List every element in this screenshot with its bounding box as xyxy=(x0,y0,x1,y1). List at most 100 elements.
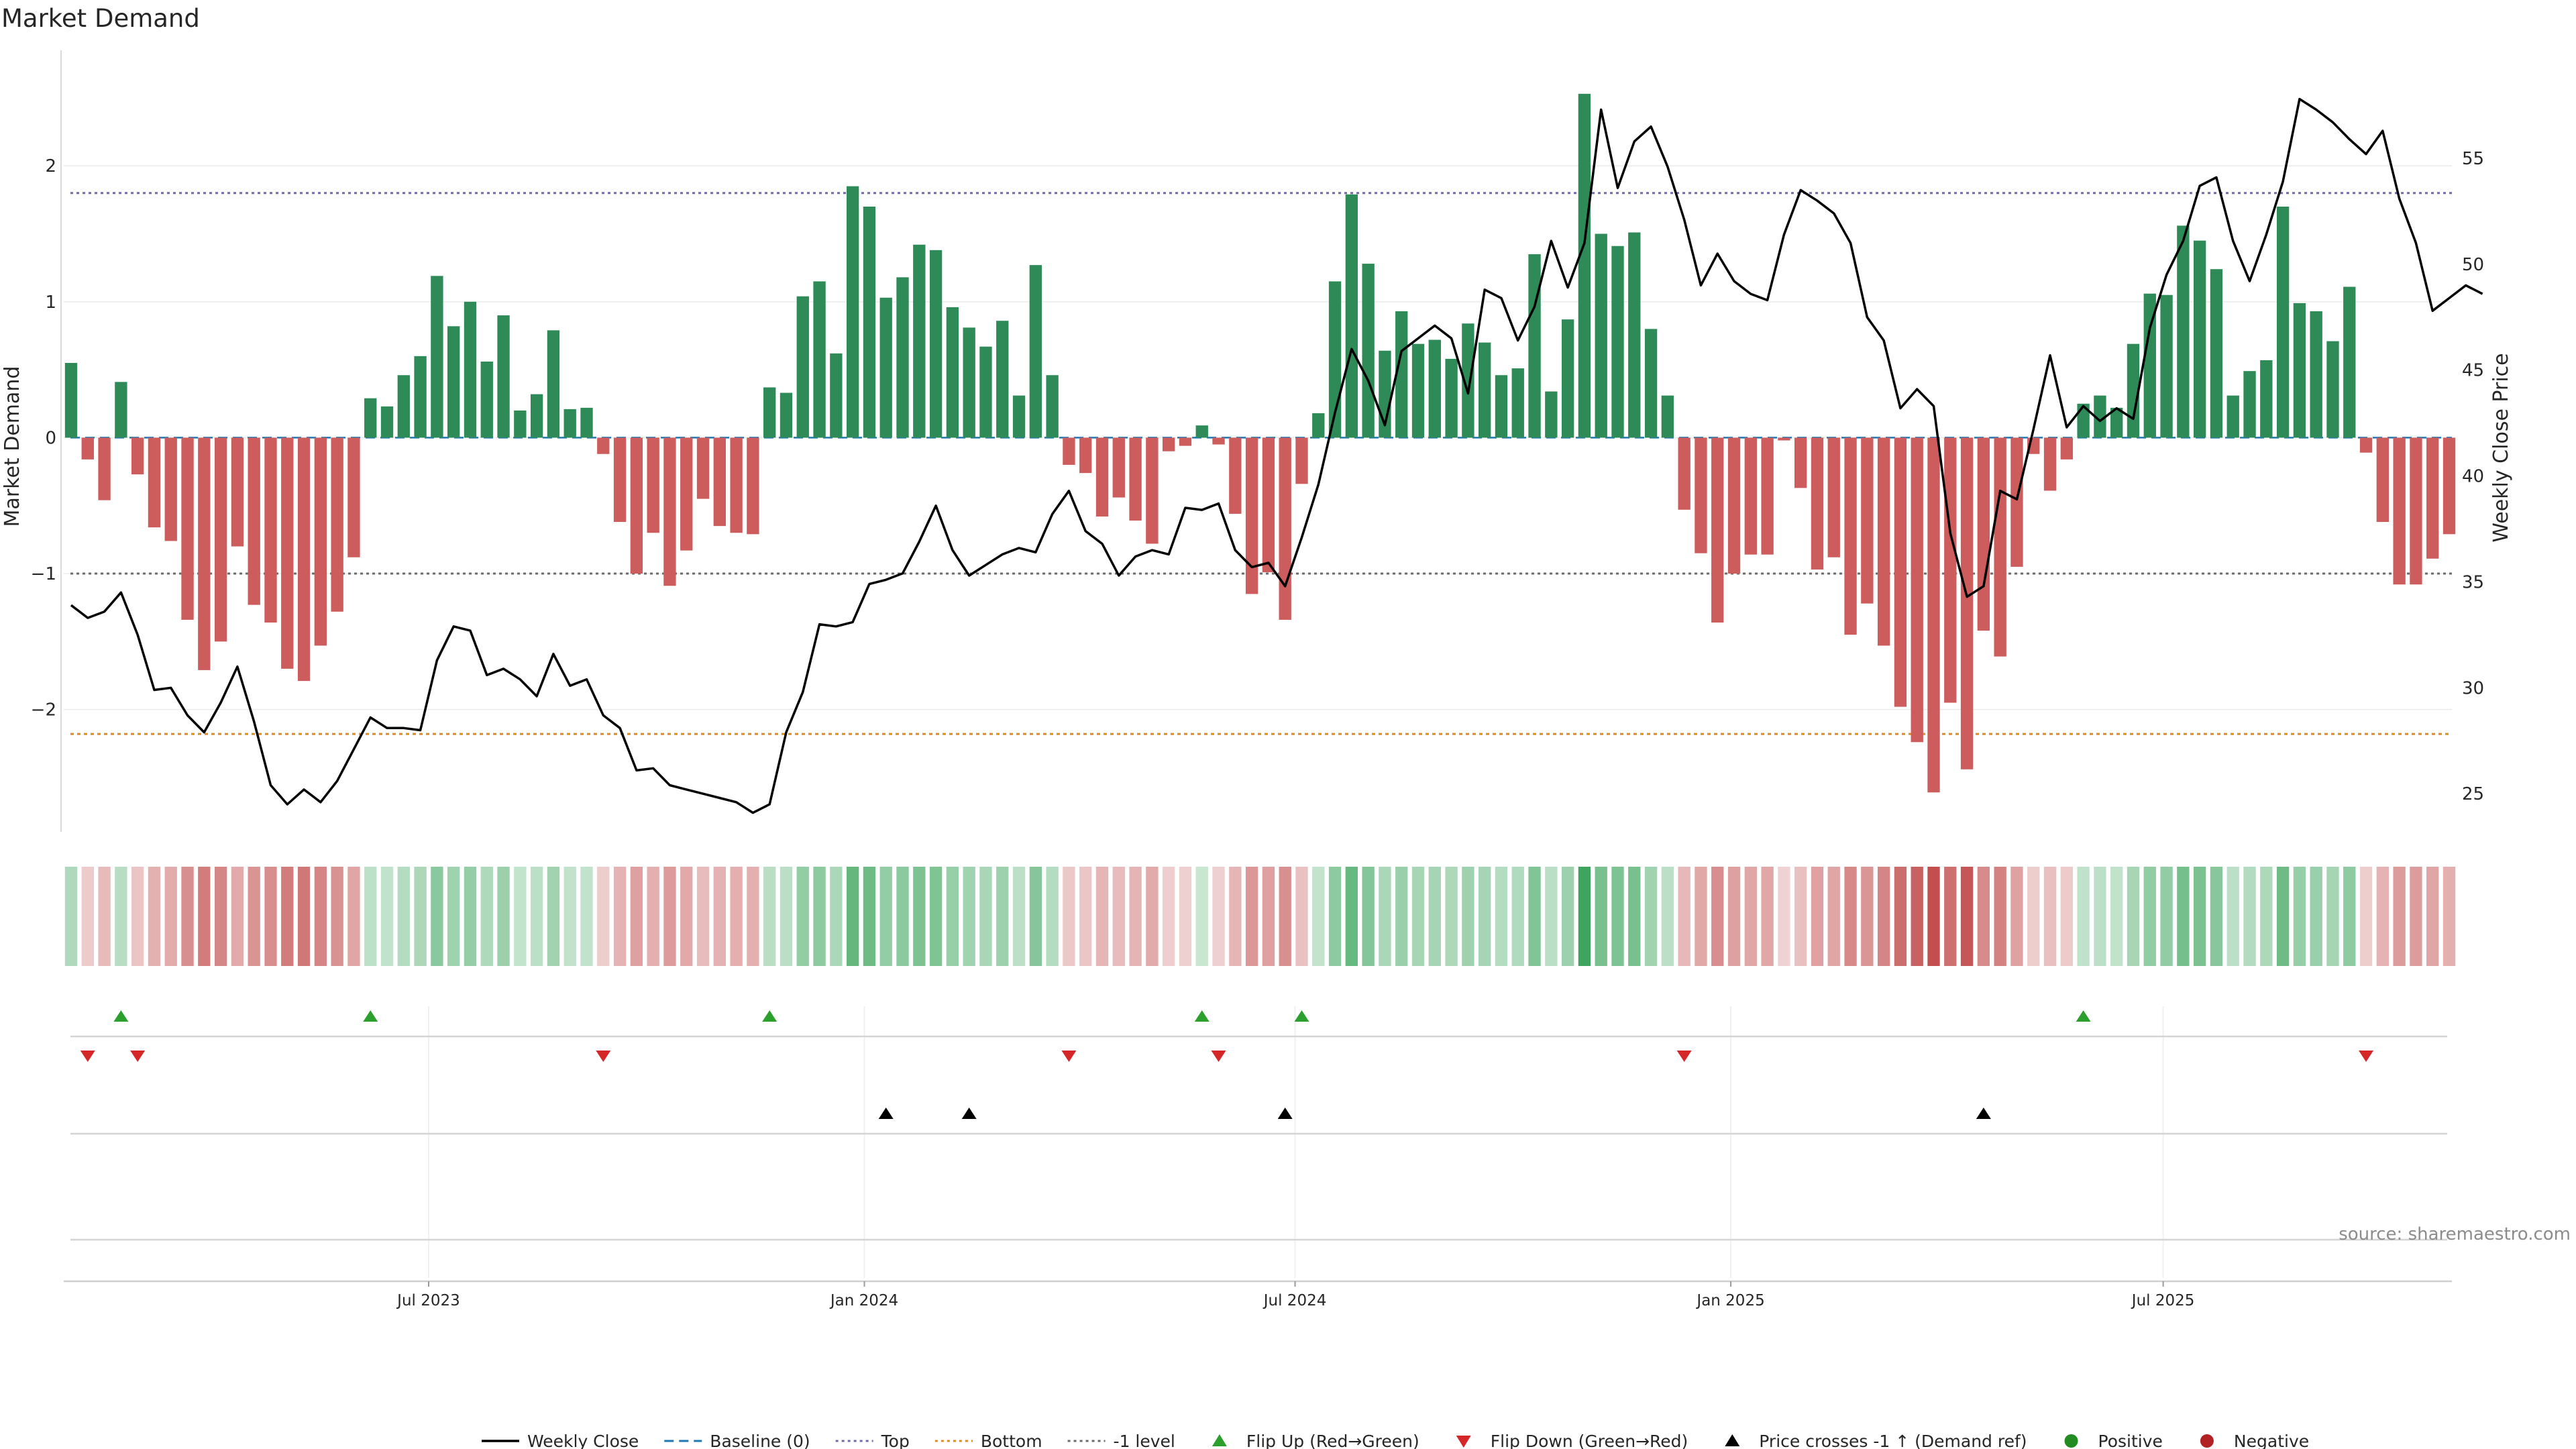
demand-bar xyxy=(131,437,144,475)
demand-bar xyxy=(2127,343,2140,438)
demand-bar xyxy=(2143,293,2156,438)
heat-cell xyxy=(2310,867,2322,966)
heat-cell xyxy=(1794,867,1807,966)
heat-cell xyxy=(464,867,477,966)
heat-cell xyxy=(2127,867,2140,966)
heat-cell xyxy=(2043,867,2057,966)
heat-cell xyxy=(2160,867,2173,966)
demand-bar xyxy=(2260,360,2273,438)
heat-cell xyxy=(1029,867,1042,966)
flip-down-marker xyxy=(1211,1051,1226,1062)
heat-cell xyxy=(1146,867,1159,966)
flip-up-marker xyxy=(2076,1010,2091,1022)
heat-cell xyxy=(248,867,260,966)
demand-bar xyxy=(863,207,876,438)
demand-bar xyxy=(64,363,78,438)
demand-bar xyxy=(1927,437,1940,793)
heat-cell xyxy=(1462,867,1474,966)
heat-cell xyxy=(879,867,892,966)
heat-cell xyxy=(380,867,394,966)
heat-cell xyxy=(480,867,493,966)
heat-cell xyxy=(1778,867,1790,966)
legend-label: Negative xyxy=(2234,1432,2309,1449)
demand-bar xyxy=(1711,437,1724,623)
demand-bar xyxy=(231,437,244,547)
legend-label: Positive xyxy=(2098,1432,2163,1449)
heat-cell xyxy=(1861,867,1874,966)
demand-bar xyxy=(1362,264,1375,438)
x-tick-label: Jul 2023 xyxy=(396,1292,460,1309)
demand-bar xyxy=(1146,437,1159,544)
demand-bar xyxy=(2443,437,2456,535)
y-tick-label: 2 xyxy=(45,156,56,176)
demand-bar xyxy=(2376,437,2390,523)
y2-tick-label: 25 xyxy=(2462,784,2484,804)
heat-cell xyxy=(597,867,610,966)
legend-item: Flip Up (Red→Green) xyxy=(1212,1432,1419,1449)
event-panels xyxy=(70,1006,2447,1278)
heat-cell xyxy=(547,867,560,966)
y2-tick-label: 35 xyxy=(2462,572,2484,592)
flip-down-marker xyxy=(80,1051,95,1062)
heat-cell xyxy=(2410,867,2422,966)
demand-bar xyxy=(1595,233,1607,438)
heat-cell xyxy=(1711,867,1724,966)
heat-cell xyxy=(1644,867,1658,966)
demand-bar xyxy=(1695,437,1707,553)
legend-label: Price crosses -1 ↑ (Demand ref) xyxy=(1759,1432,2027,1449)
demand-bar xyxy=(1428,339,1441,438)
demand-bar xyxy=(1761,437,1774,555)
heat-cell xyxy=(431,867,443,966)
heat-cell xyxy=(1561,867,1574,966)
heat-cell xyxy=(164,867,177,966)
heat-cell xyxy=(198,867,211,966)
price-cross-marker xyxy=(961,1108,977,1119)
demand-bar xyxy=(913,244,926,438)
demand-bar xyxy=(431,276,443,438)
heat-cell xyxy=(331,867,343,966)
demand-bar xyxy=(447,326,460,438)
heat-cell xyxy=(1744,867,1757,966)
heat-cell xyxy=(214,867,227,966)
demand-bar xyxy=(248,437,260,605)
heat-cell xyxy=(1844,867,1857,966)
demand-bar xyxy=(996,321,1009,438)
heat-cell xyxy=(397,867,410,966)
heat-cell xyxy=(2376,867,2390,966)
heat-cell xyxy=(1595,867,1607,966)
heat-cell xyxy=(1960,867,1974,966)
heat-cell xyxy=(1112,867,1125,966)
demand-bar xyxy=(530,394,543,438)
heat-cell xyxy=(730,867,743,966)
demand-bar xyxy=(830,353,843,438)
y-tick-label: −2 xyxy=(31,700,56,720)
flip-up-marker xyxy=(762,1010,777,1022)
demand-bar xyxy=(2210,269,2223,438)
demand-bar xyxy=(1345,194,1358,438)
demand-bar xyxy=(1212,437,1225,445)
demand-bar xyxy=(713,437,726,527)
demand-bar xyxy=(1944,437,1957,703)
heat-cell xyxy=(1628,867,1641,966)
heat-cell xyxy=(830,867,843,966)
demand-bar xyxy=(1628,232,1641,438)
demand-bar xyxy=(1861,437,1874,604)
legend-item: Baseline (0) xyxy=(664,1432,810,1449)
heat-cell xyxy=(2326,867,2339,966)
demand-bar xyxy=(780,392,793,438)
demand-bar xyxy=(1778,437,1790,441)
heat-cell xyxy=(64,867,78,966)
heat-cell xyxy=(1428,867,1441,966)
legend-item: -1 level xyxy=(1067,1432,1175,1449)
chart-title: Market Demand xyxy=(1,4,200,33)
demand-bar xyxy=(497,315,510,438)
demand-bar xyxy=(1095,437,1109,517)
heat-cell xyxy=(131,867,144,966)
y2-tick-label: 50 xyxy=(2462,255,2484,275)
demand-bar xyxy=(1794,437,1807,488)
heat-cell xyxy=(1994,867,2006,966)
demand-bar xyxy=(264,437,277,623)
demand-bars xyxy=(64,93,2456,793)
main-panel: −2 −1 0 1 2 25 30 35 40 45 50 55 Market Demand Weekly… xyxy=(1,50,2513,832)
